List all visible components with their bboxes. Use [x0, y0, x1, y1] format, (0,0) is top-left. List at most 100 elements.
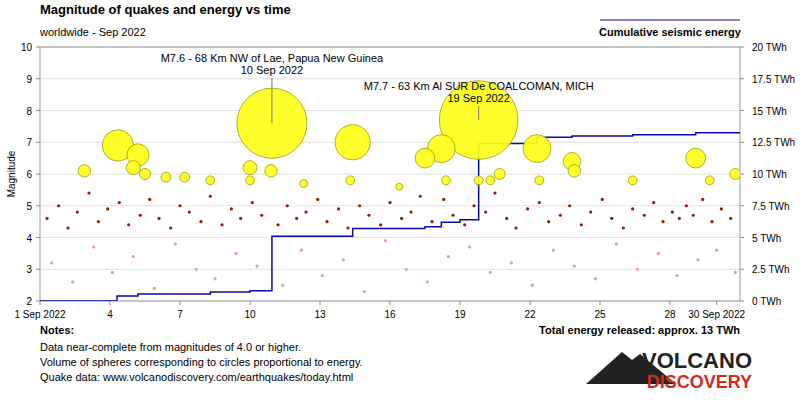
quake-dot	[45, 217, 48, 220]
grid-line	[40, 142, 740, 143]
x-tick-label: 25	[594, 309, 606, 320]
y2-tick-label: 2.5 TWh	[752, 264, 790, 275]
annotation-date: 19 Sep 2022	[447, 92, 509, 104]
quake-bubble	[246, 176, 255, 185]
quake-dot	[405, 268, 408, 271]
quake-dot	[657, 252, 660, 255]
tick	[530, 301, 531, 305]
quake-dot	[715, 249, 718, 252]
tick	[36, 142, 40, 143]
quake-bubble	[494, 168, 505, 179]
quake-bubble	[78, 165, 90, 177]
quake-dot	[188, 211, 191, 214]
annotation-line	[271, 78, 272, 123]
tick	[36, 174, 40, 175]
quake-dot	[57, 204, 60, 207]
note: Volume of spheres corresponding to circl…	[40, 356, 363, 368]
y-tick-label: 6	[26, 169, 32, 180]
quake-dot	[342, 258, 345, 261]
tick	[740, 78, 744, 79]
quake-dot	[97, 220, 100, 223]
quake-dot	[304, 211, 307, 214]
x-tick-label: 16	[384, 309, 396, 320]
quake-dot	[295, 217, 298, 220]
quake-dot	[631, 207, 634, 210]
quake-dot	[234, 252, 237, 255]
tick	[40, 301, 41, 305]
quake-dot	[321, 274, 324, 277]
quake-dot	[510, 261, 513, 264]
y2-tick-label: 17.5 TWh	[752, 74, 795, 85]
quake-dot	[538, 201, 541, 204]
quake-dot	[255, 264, 258, 267]
quake-dot	[316, 198, 319, 201]
annotation-line	[478, 106, 479, 120]
y2-tick-label: 10 TWh	[752, 169, 787, 180]
note: Data near-complete from magnitudes of 4.…	[40, 341, 301, 353]
tick	[460, 301, 461, 305]
notes-title: Notes:	[40, 324, 74, 336]
quake-bubble	[568, 165, 580, 177]
x-tick-label: 4	[107, 309, 113, 320]
quake-dot	[442, 198, 445, 201]
quake-dot	[148, 198, 151, 201]
grid-line	[40, 269, 740, 270]
tick	[390, 301, 391, 305]
tick	[250, 301, 251, 305]
y-tick-label: 5	[26, 201, 32, 212]
tick	[36, 237, 40, 238]
quake-dot	[388, 201, 391, 204]
grid-line	[40, 110, 740, 111]
x-tick-label: 19	[454, 309, 466, 320]
quake-dot	[701, 198, 704, 201]
tick	[36, 110, 40, 111]
quake-dot	[568, 204, 571, 207]
quake-bubble	[206, 176, 215, 185]
quake-dot	[552, 249, 555, 252]
quake-dot	[678, 217, 681, 220]
quake-dot	[71, 280, 74, 283]
quake-dot	[489, 271, 492, 274]
quake-dot	[127, 223, 130, 226]
energy-line	[40, 132, 740, 301]
quake-bubble	[180, 172, 190, 182]
quake-dot	[346, 226, 349, 229]
total-energy: Total energy released: approx. 13 TWh	[539, 324, 740, 336]
y-tick-label: 7	[26, 137, 32, 148]
legend-label: Cumulative seismic energy	[599, 26, 742, 38]
quake-bubble	[139, 168, 150, 179]
quake-bubble	[300, 180, 308, 188]
quake-dot	[514, 226, 517, 229]
quake-dot	[468, 245, 471, 248]
subtitle: worldwide - Sep 2022	[39, 26, 146, 38]
quake-dot	[153, 287, 156, 290]
quake-dot	[573, 264, 576, 267]
quake-dot	[337, 207, 340, 210]
quake-dot	[66, 226, 69, 229]
quake-dot	[230, 207, 233, 210]
x-tick-label: 10	[244, 309, 256, 320]
quake-dot	[594, 277, 597, 280]
y-tick-label: 3	[26, 264, 32, 275]
plot-frame	[40, 47, 740, 301]
quake-dot	[379, 223, 382, 226]
quake-dot	[589, 211, 592, 214]
quake-bubble	[628, 176, 637, 185]
quake-dot	[661, 220, 664, 223]
quake-dot	[409, 211, 412, 214]
tick	[320, 301, 321, 305]
quake-dot	[622, 226, 625, 229]
tick	[36, 301, 40, 302]
quake-dot	[547, 220, 550, 223]
grid-line	[40, 205, 740, 206]
quake-dot	[426, 280, 429, 283]
quake-dot	[106, 207, 109, 210]
grid-line	[40, 237, 740, 238]
y2-tick-label: 5 TWh	[752, 233, 781, 244]
quake-dot	[111, 271, 114, 274]
tick	[740, 269, 744, 270]
quake-dot	[643, 214, 646, 217]
quake-dot	[300, 249, 303, 252]
x-tick-label: 28	[664, 309, 676, 320]
quake-dot	[580, 223, 583, 226]
